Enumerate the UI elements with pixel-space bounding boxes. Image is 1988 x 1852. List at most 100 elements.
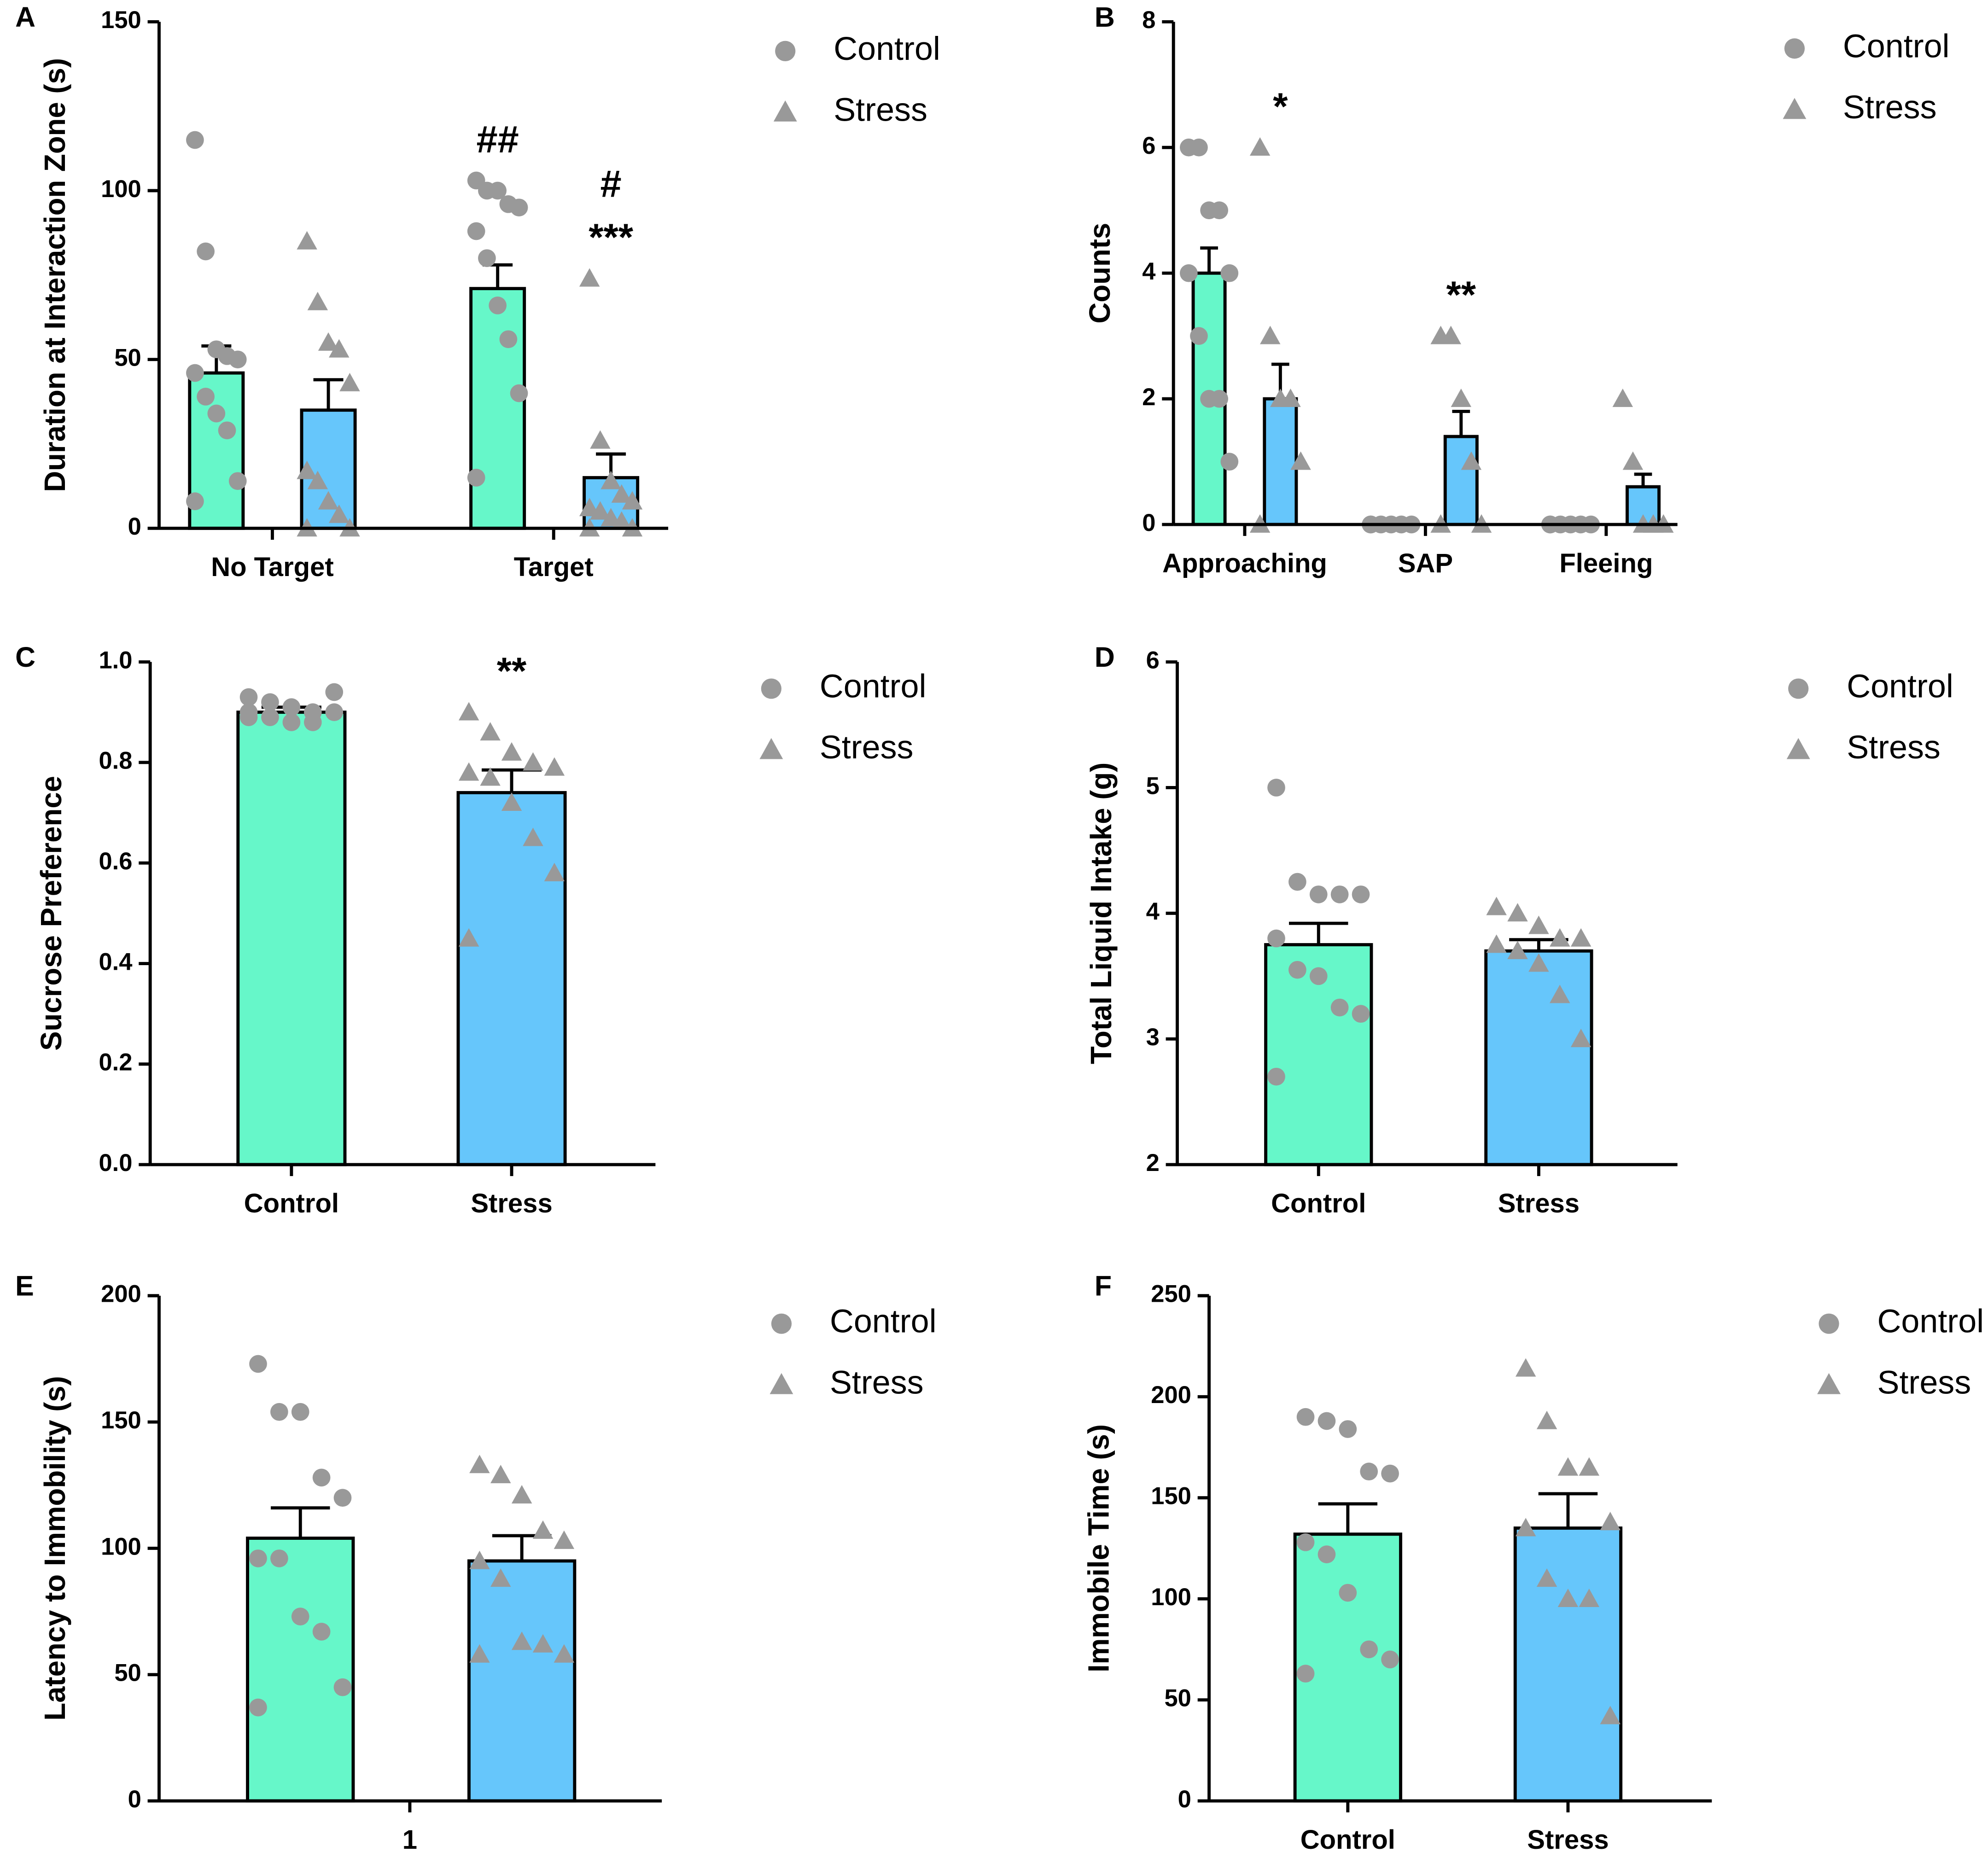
y-tick-label: 0.0	[99, 1149, 132, 1176]
panel-label: D	[1095, 641, 1115, 673]
point-marker	[186, 131, 204, 149]
x-tick-label: Fleeing	[1559, 548, 1653, 578]
y-tick-label: 200	[101, 1281, 141, 1308]
point-marker	[1309, 885, 1328, 903]
point-marker	[469, 1455, 490, 1473]
x-tick-label: Stress	[1498, 1188, 1580, 1218]
point-marker	[1440, 326, 1461, 344]
point-marker	[239, 688, 258, 706]
point-marker	[511, 1631, 532, 1650]
point-marker	[1557, 1588, 1579, 1607]
point-marker	[590, 501, 611, 520]
point-marker	[307, 291, 328, 310]
legend-label: Control	[1847, 668, 1953, 705]
point-marker	[197, 242, 215, 261]
point-marker	[1622, 451, 1644, 470]
y-tick-label: 6	[1146, 646, 1160, 674]
point-marker	[1249, 137, 1271, 156]
legend-marker	[773, 100, 797, 122]
y-tick-label: 0	[128, 1786, 141, 1813]
y-tick-label: 5	[1146, 772, 1160, 799]
point-marker	[1318, 1412, 1336, 1430]
y-tick-label: 50	[1164, 1685, 1191, 1712]
significance-mark: *	[1273, 85, 1288, 128]
point-marker	[1600, 1512, 1621, 1531]
y-axis-label: Duration at Interaction Zone (s)	[39, 58, 71, 492]
point-marker	[333, 1678, 352, 1696]
panel-label: E	[15, 1270, 34, 1301]
x-tick-label: Approaching	[1162, 548, 1327, 578]
point-marker	[1352, 1005, 1370, 1023]
point-marker	[1360, 1462, 1378, 1481]
point-marker	[544, 757, 565, 776]
y-tick-label: 0.4	[99, 948, 132, 975]
point-marker	[318, 491, 339, 510]
point-marker	[1296, 1408, 1315, 1426]
legend-label: Control	[830, 1303, 937, 1340]
point-marker	[523, 752, 543, 771]
point-marker	[1486, 934, 1507, 953]
significance-mark: #	[600, 163, 622, 205]
point-marker	[1309, 967, 1328, 985]
legend-marker	[1783, 98, 1807, 119]
point-marker	[511, 1485, 532, 1504]
bar	[467, 1559, 577, 1803]
point-marker	[467, 468, 485, 487]
point-marker	[270, 1549, 288, 1567]
point-marker	[501, 792, 522, 811]
legend-label: Stress	[830, 1364, 924, 1401]
point-marker	[1330, 885, 1349, 903]
y-tick-label: 2	[1146, 1149, 1160, 1176]
legend-label: Stress	[1877, 1364, 1971, 1401]
point-marker	[197, 387, 215, 406]
point-marker	[590, 430, 611, 449]
bar	[456, 791, 567, 1166]
point-marker	[1381, 1464, 1399, 1483]
y-tick-label: 0	[1178, 1786, 1191, 1813]
x-tick-label: Control	[1271, 1188, 1366, 1218]
point-marker	[1515, 1518, 1536, 1537]
point-marker	[1486, 897, 1507, 915]
point-marker	[458, 762, 479, 781]
y-axis-label: Immobile Time (s)	[1082, 1424, 1115, 1672]
legend-marker	[771, 1313, 792, 1334]
point-marker	[1557, 1457, 1579, 1476]
panel-label: F	[1095, 1270, 1112, 1301]
y-tick-label: 4	[1142, 258, 1155, 285]
point-marker	[489, 296, 507, 314]
point-marker	[186, 492, 204, 511]
point-marker	[291, 1607, 309, 1625]
point-marker	[207, 404, 226, 423]
x-tick-label: Stress	[471, 1188, 552, 1218]
point-marker	[1180, 264, 1198, 282]
point-marker	[1579, 1588, 1600, 1607]
legend-marker	[1819, 1313, 1839, 1334]
legend-label: Control	[834, 30, 940, 67]
point-marker	[1570, 1029, 1592, 1048]
legend-label: Control	[1843, 28, 1950, 64]
point-marker	[467, 222, 485, 240]
legend-label: Stress	[820, 729, 914, 766]
point-marker	[544, 862, 565, 881]
point-marker	[579, 268, 600, 287]
point-marker	[532, 1634, 554, 1653]
point-marker	[249, 1355, 267, 1373]
legend-marker	[1784, 38, 1805, 59]
bar	[469, 287, 526, 530]
point-marker	[303, 713, 322, 731]
point-marker	[1515, 1358, 1536, 1377]
point-marker	[1461, 451, 1482, 470]
point-marker	[1220, 453, 1239, 471]
point-marker	[1210, 390, 1229, 408]
point-marker	[490, 1465, 511, 1484]
y-tick-label: 100	[1151, 1584, 1191, 1611]
point-marker	[532, 1520, 554, 1539]
point-marker	[1451, 388, 1472, 407]
legend-label: Control	[1877, 1303, 1984, 1340]
point-marker	[333, 1489, 352, 1507]
point-marker	[261, 708, 279, 726]
point-marker	[339, 373, 360, 391]
error-bar	[492, 1534, 552, 1561]
significance-mark: **	[1446, 274, 1476, 316]
error-bar	[1318, 1502, 1378, 1534]
